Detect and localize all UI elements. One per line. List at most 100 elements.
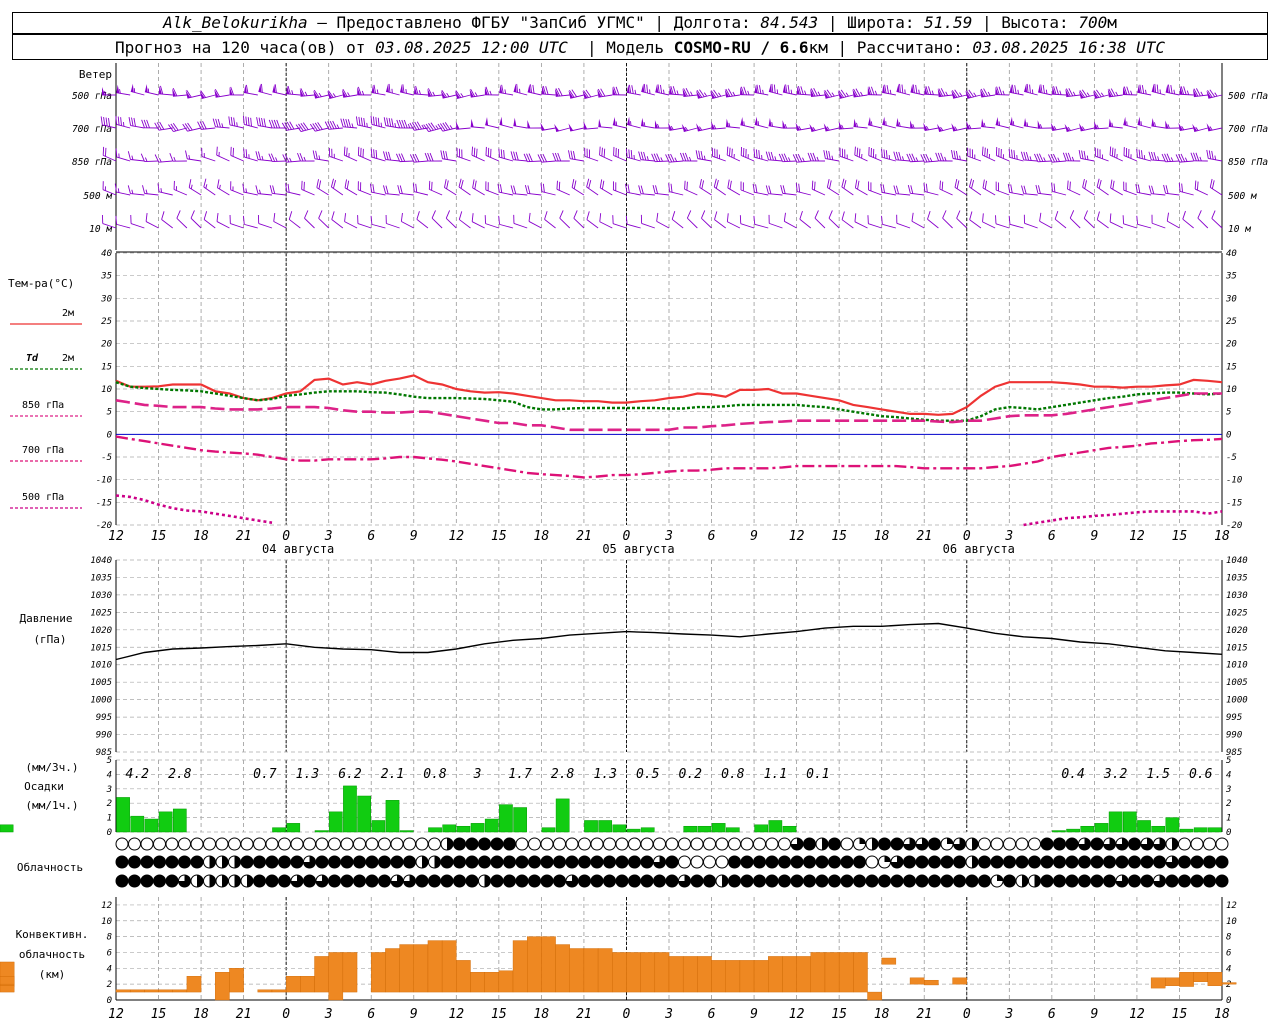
wind-barb-feather xyxy=(780,184,784,194)
wind-barb xyxy=(868,181,882,196)
precip-bar xyxy=(272,827,286,833)
wind-barb-feather xyxy=(758,85,762,94)
wind-barb xyxy=(681,123,698,133)
wind-barb-pennant xyxy=(740,86,744,95)
wind-barb-feather xyxy=(346,180,350,190)
wind-barb-staff xyxy=(924,127,939,131)
wind-barb-feather xyxy=(1010,184,1013,193)
time-tick-mid: 6 xyxy=(367,529,375,544)
wind-barb-half xyxy=(718,92,722,97)
wind-barb xyxy=(1136,215,1152,229)
header-row-2: Прогноз на 120 часа(ов) от 03.08.2025 12… xyxy=(12,34,1268,60)
wind-barb-feather xyxy=(537,154,543,163)
wind-barb-pennant xyxy=(1078,90,1084,99)
wind-barb-feather xyxy=(1209,178,1213,188)
wind-barb-feather xyxy=(710,90,717,98)
conv-bar xyxy=(612,952,627,993)
wind-barb-feather xyxy=(526,153,531,162)
cloud-symbol xyxy=(115,837,129,851)
cloud-symbol xyxy=(353,837,366,851)
wind-barb-staff xyxy=(784,220,797,229)
wind-barb xyxy=(286,85,301,96)
wind-barb-pennant xyxy=(272,84,276,93)
wind-barb-feather xyxy=(242,115,245,125)
wind-barb xyxy=(854,213,868,229)
wind-barb-feather xyxy=(400,212,403,222)
cloud-symbol xyxy=(690,855,704,869)
wind-barb-half xyxy=(219,184,221,190)
wind-barb-feather xyxy=(756,84,759,94)
model-unit: км xyxy=(808,38,828,57)
cloud-symbol-full xyxy=(903,856,916,868)
time-tick-bottom: 12 xyxy=(448,1007,464,1022)
wind-barb xyxy=(740,117,755,129)
time-tick-mid: 3 xyxy=(664,529,673,544)
wind-barb xyxy=(1048,153,1067,163)
cloud-symbol xyxy=(1215,837,1229,851)
wind-barb-feather xyxy=(840,89,847,98)
cloud-symbol xyxy=(615,837,629,851)
wind-barb xyxy=(586,178,599,196)
wind-barb-feather xyxy=(599,213,602,222)
provider-text: – Предоставлено ФГБУ "ЗапСиб УГМС" xyxy=(317,13,645,32)
conv-bar xyxy=(215,972,230,1001)
wind-barb-feather xyxy=(839,147,841,157)
wind-barb-pennant xyxy=(1038,84,1042,93)
wind-barb-feather xyxy=(797,86,802,95)
wind-barb-feather xyxy=(941,181,944,191)
wind-barb-staff xyxy=(431,217,443,229)
temp-label: Тем-ра(°C) xyxy=(8,277,74,290)
wind-barb-half xyxy=(245,188,247,193)
wind-barb-feather xyxy=(726,146,729,156)
pressure-label: Давление xyxy=(20,612,73,625)
wind-barb-feather xyxy=(1053,86,1057,95)
wind-barb xyxy=(1182,210,1194,229)
conv-bar xyxy=(527,936,542,993)
wind-barb xyxy=(713,178,726,196)
cloud-symbol xyxy=(990,837,1004,851)
conv-bar xyxy=(385,948,400,993)
wind-barb-feather xyxy=(1007,183,1011,193)
wind-barb-feather xyxy=(670,85,674,95)
wind-barb xyxy=(513,117,528,129)
wind-barb-feather xyxy=(1182,210,1186,220)
time-tick-mid: 6 xyxy=(1048,529,1056,544)
wind-barb-feather xyxy=(157,183,160,192)
wind-barb-staff xyxy=(882,91,896,96)
prec-ytick-left: 5 xyxy=(107,756,112,766)
cloud-symbol xyxy=(565,837,579,851)
wind-barb xyxy=(868,146,882,162)
wind-barb-feather xyxy=(829,180,832,189)
cloud-symbol-full xyxy=(128,856,141,868)
wind-barb-feather xyxy=(154,122,160,131)
wind-barb-staff xyxy=(203,219,216,229)
temp-ytick-right: 0 xyxy=(1226,430,1231,440)
wind-barb xyxy=(428,180,443,196)
precip-3h-total: 1.3 xyxy=(593,767,616,782)
wind-barb xyxy=(255,185,273,196)
cloud-symbol-full xyxy=(166,856,178,868)
wind-barb-feather xyxy=(1125,182,1127,192)
wind-barb-half xyxy=(391,88,393,94)
wind-barb xyxy=(216,146,230,162)
wind-barb-pennant xyxy=(768,117,772,127)
wind-barb-feather xyxy=(460,180,464,189)
cloud-symbol xyxy=(228,837,241,851)
precip-bar xyxy=(399,830,414,833)
conv-bar xyxy=(654,952,670,993)
wind-barb-half xyxy=(983,122,986,128)
wind-barb xyxy=(396,153,414,163)
wind-barb-half xyxy=(145,189,148,194)
wind-barb-feather xyxy=(1206,149,1209,159)
wind-barb xyxy=(212,118,230,129)
legend-label-t500: 500 гПа xyxy=(22,492,64,503)
wind-barb-feather xyxy=(117,116,120,126)
cloud-symbol-full xyxy=(278,875,291,887)
wind-barb xyxy=(416,211,429,229)
wind-barb xyxy=(1178,122,1194,132)
wind-barb-feather xyxy=(995,215,997,224)
wind-barb xyxy=(100,116,117,129)
wind-barb-pennant xyxy=(568,123,574,132)
cloud-symbol-full xyxy=(466,856,478,868)
prec-ytick-left: 3 xyxy=(106,785,112,795)
